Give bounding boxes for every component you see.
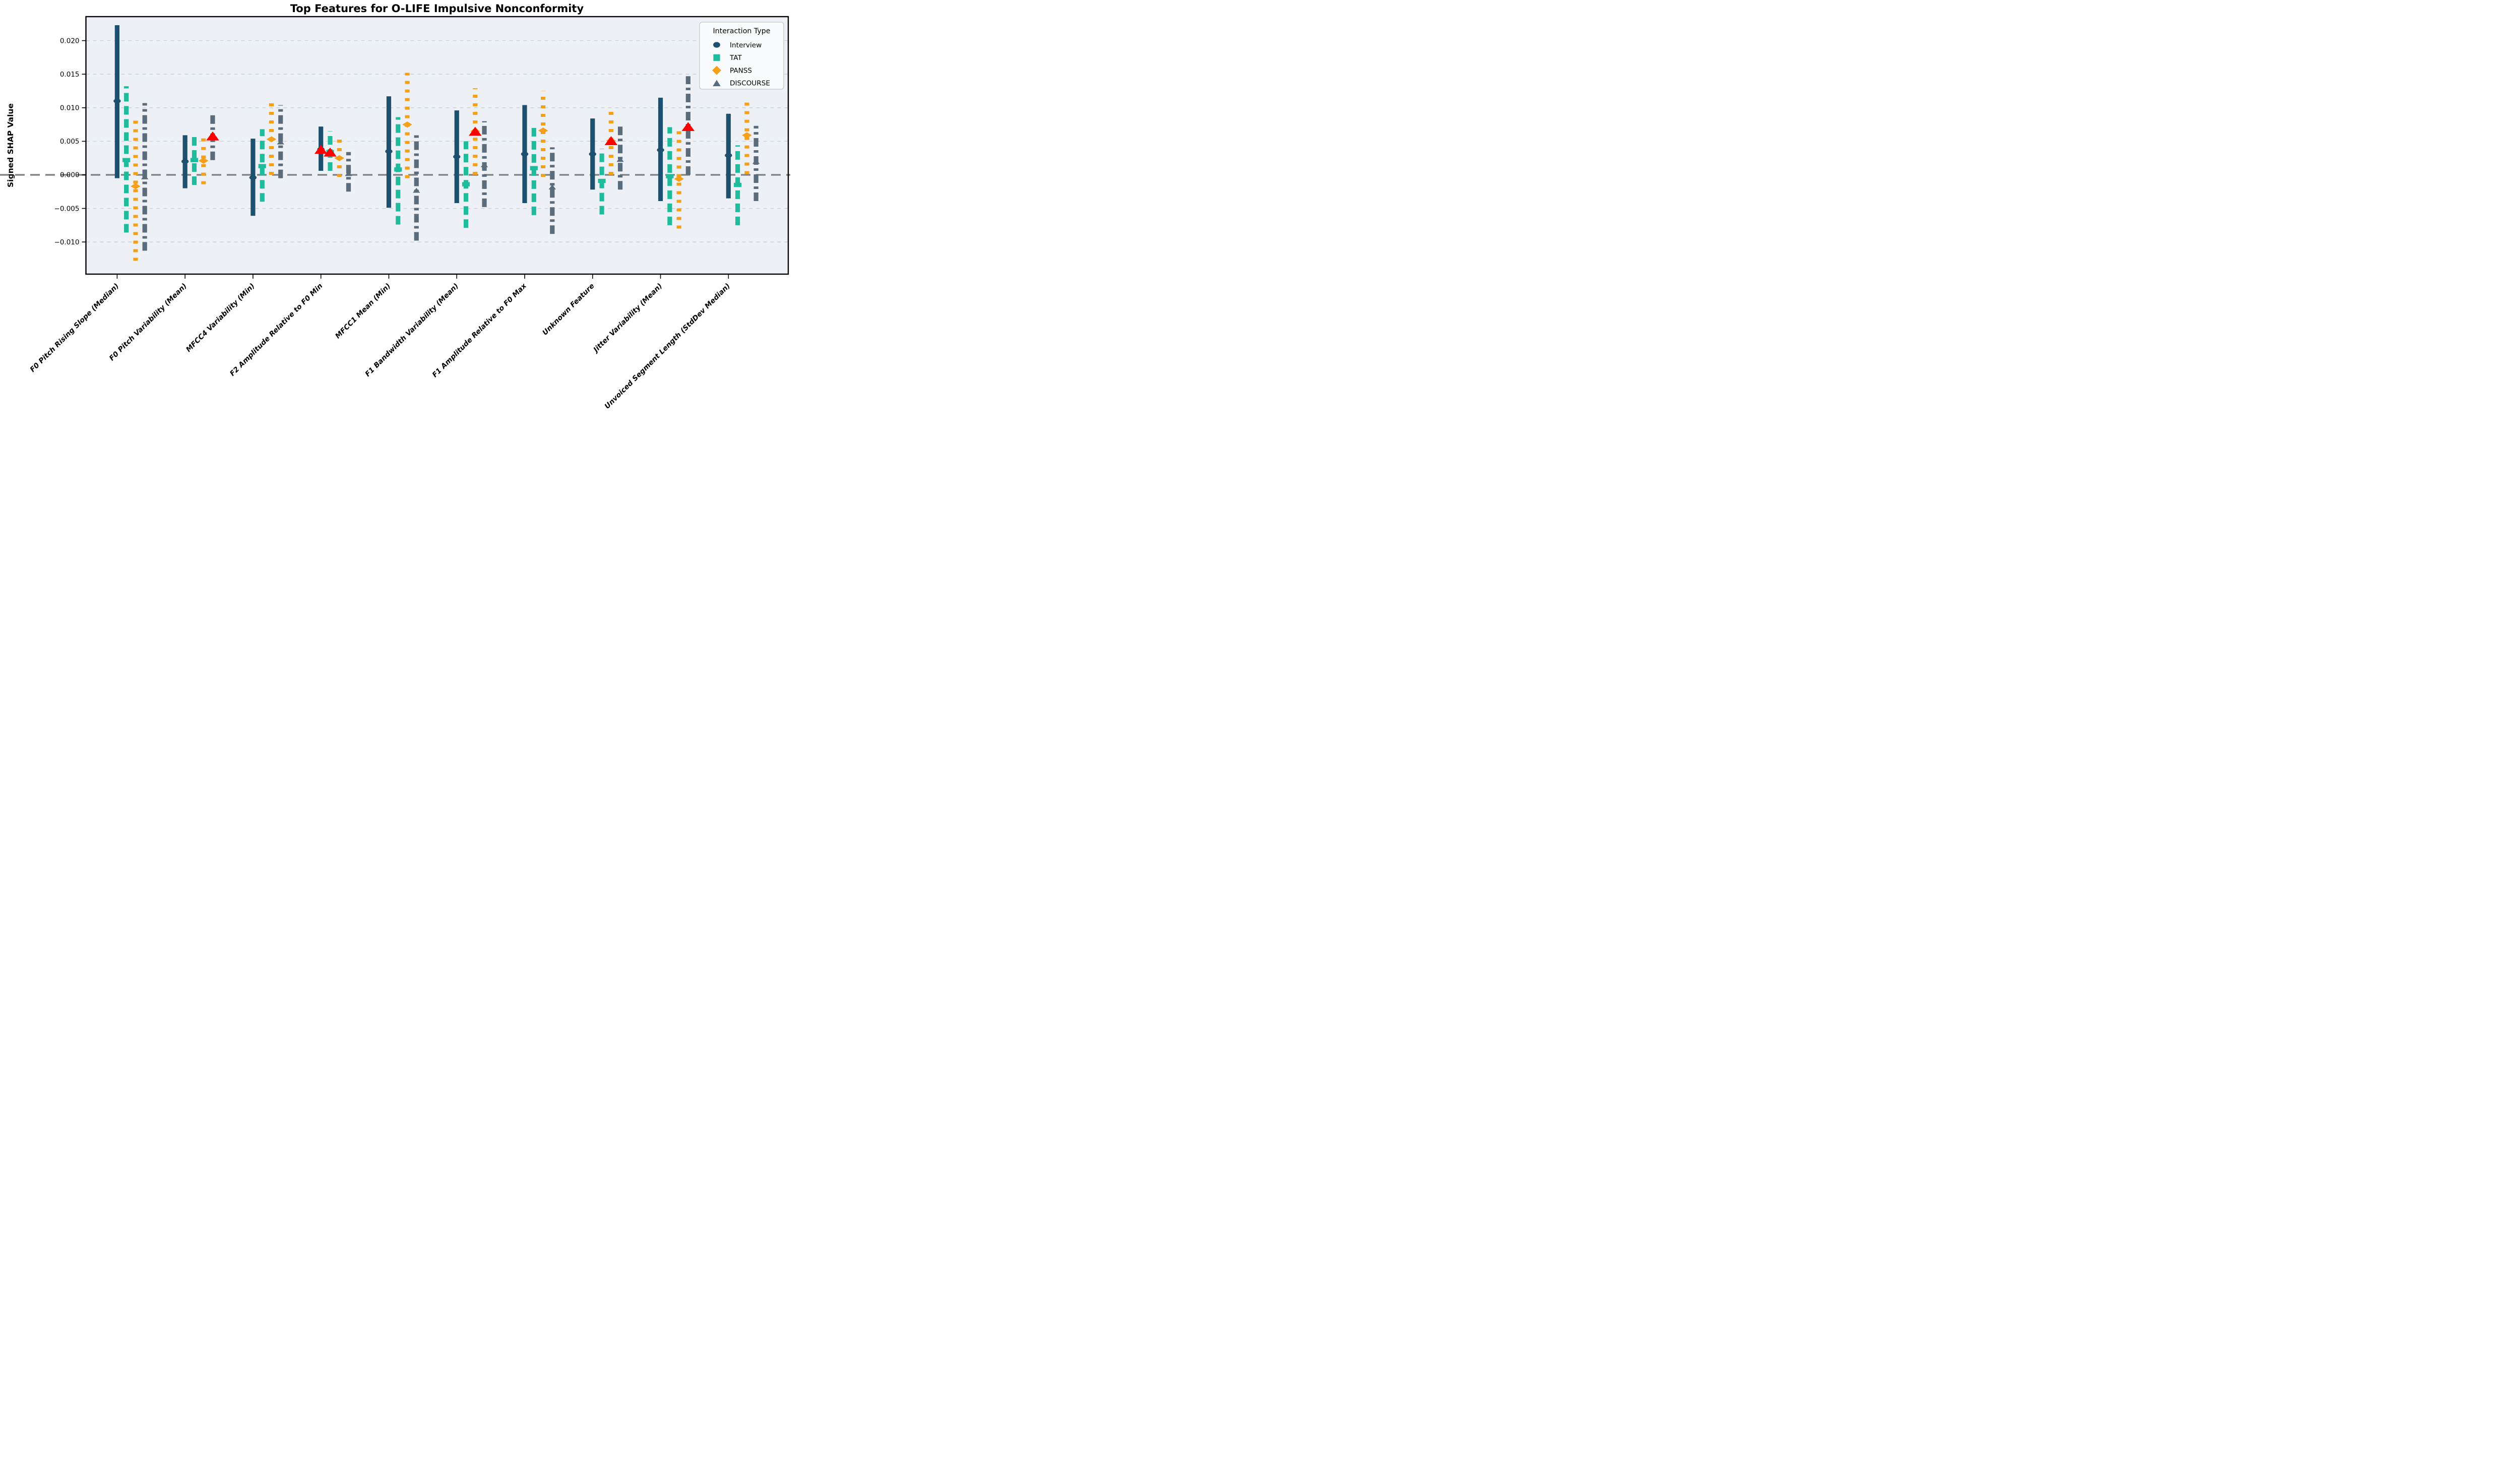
- marker-interview-2: [249, 175, 257, 180]
- marker-panss-2: [266, 136, 277, 143]
- x-tick-label: Jitter Variability (Mean): [591, 282, 664, 355]
- marker-discourse-5: [480, 162, 488, 167]
- chart-title: Top Features for O-LIFE Impulsive Noncon…: [290, 3, 584, 15]
- significant-marker-tat-3: [324, 147, 337, 157]
- shap-errorbar-chart: 0.020 0.015 0.010 0.005 0.000 −0.005 −0.010 F0 …: [0, 3, 790, 411]
- diamond-icon: [712, 66, 721, 75]
- significant-marker-layer: [206, 122, 695, 157]
- marker-tat-9: [734, 182, 742, 187]
- y-tick-label: −0.005: [54, 205, 80, 213]
- marker-interview-9: [725, 153, 732, 158]
- significant-marker-interview-3: [314, 145, 328, 154]
- marker-discourse-2: [277, 139, 284, 145]
- significant-marker-panss-7: [604, 136, 618, 145]
- marker-discourse-0: [141, 174, 149, 179]
- significant-marker-discourse-8: [681, 122, 695, 131]
- marker-tat-7: [598, 178, 606, 183]
- marker-tat-1: [190, 158, 199, 162]
- triangle-up-icon: [713, 80, 721, 87]
- marker-panss-0: [131, 183, 141, 189]
- x-tick-label: Unknown Feature: [541, 282, 596, 337]
- legend-item-label: DISCOURSE: [730, 80, 770, 88]
- axes-border: [85, 16, 789, 275]
- marker-tat-6: [530, 166, 538, 170]
- marker-panss-9: [742, 132, 752, 139]
- shap-summary-figure: 0.020 0.015 0.010 0.005 0.000 −0.005 −0.010 F0 …: [0, 0, 790, 436]
- marker-interview-6: [521, 152, 529, 157]
- legend-item-label: PANSS: [730, 67, 752, 75]
- marker-interview-7: [589, 152, 596, 157]
- marker-interview-5: [453, 154, 461, 159]
- marker-tat-8: [666, 174, 674, 178]
- marker-discourse-7: [616, 157, 624, 162]
- plot-background: [86, 17, 788, 274]
- x-tick-label: F0 Pitch Variability (Mean): [108, 282, 188, 363]
- square-icon: [713, 54, 720, 61]
- x-tick-label: MFCC1 Mean (Min): [334, 282, 392, 341]
- marker-tat-5: [462, 182, 470, 186]
- y-tick-label: 0.005: [60, 138, 80, 146]
- marker-panss-6: [538, 127, 548, 134]
- marker-panss-4: [402, 121, 412, 128]
- y-axis-label: Signed SHAP Value: [6, 103, 15, 187]
- marker-discourse-3: [345, 171, 352, 176]
- legend-item-label: Interview: [730, 41, 762, 49]
- y-tick-label: −0.010: [54, 238, 80, 246]
- x-tick-label: MFCC4 Variability (Min): [184, 282, 257, 354]
- marker-tat-2: [258, 164, 266, 168]
- circle-icon: [713, 42, 720, 48]
- y-tick-label: 0.015: [60, 71, 80, 79]
- marker-discourse-4: [413, 187, 420, 193]
- plot-background-layer: [86, 17, 788, 274]
- marker-discourse-6: [548, 184, 556, 189]
- legend-title: Interaction Type: [713, 27, 770, 35]
- legend: Interaction Type Interview TAT PANSS DISCOUR…: [699, 22, 784, 90]
- marker-interview-4: [385, 149, 393, 154]
- x-tick-label: F0 Pitch Rising Slope (Median): [29, 282, 120, 374]
- significant-marker-panss-5: [469, 126, 482, 136]
- marker-panss-1: [198, 158, 209, 164]
- x-tick-label: Unvoiced Segment Length (StdDev Median): [603, 282, 732, 411]
- legend-item-label: TAT: [729, 54, 742, 62]
- y-tick-label: 0.020: [60, 37, 80, 45]
- significant-marker-discourse-1: [206, 131, 219, 141]
- marker-discourse-9: [752, 159, 760, 164]
- y-tick-label: 0.000: [60, 171, 80, 179]
- marker-tat-4: [394, 167, 402, 172]
- marker-panss-3: [334, 155, 345, 161]
- marker-interview-8: [657, 148, 664, 153]
- marker-interview-0: [113, 99, 121, 103]
- marker-tat-0: [122, 158, 131, 162]
- marker-panss-8: [674, 175, 684, 182]
- y-tick-label: 0.010: [60, 104, 80, 112]
- legend-box: [699, 22, 784, 90]
- marker-interview-1: [181, 159, 189, 164]
